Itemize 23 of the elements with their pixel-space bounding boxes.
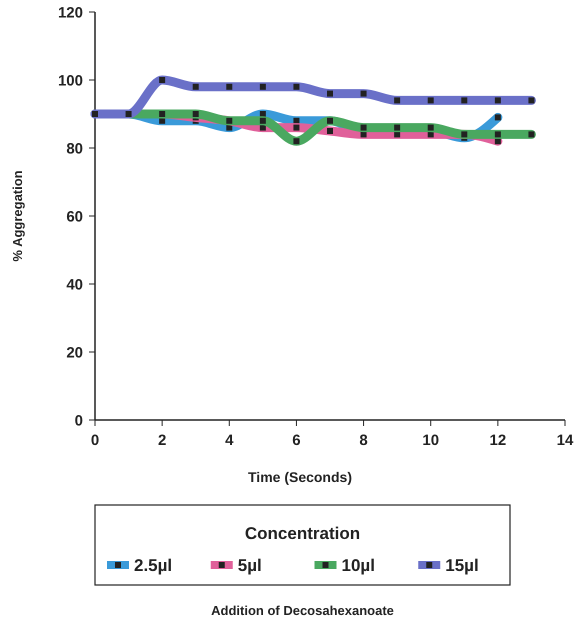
legend-label: 5µl <box>238 556 262 575</box>
x-tick-label: 8 <box>359 432 368 449</box>
y-axis-title: % Aggregation <box>10 170 25 262</box>
legend-label: 10µl <box>342 556 375 575</box>
y-tick-label: 20 <box>66 344 83 362</box>
x-axis-title: Time (Seconds) <box>248 469 352 485</box>
legend-label: 15µl <box>445 556 479 575</box>
text: Addition of Decosahexanoate <box>211 603 394 618</box>
legend-label: 2.5µl <box>134 556 172 575</box>
x-tick-label: 14 <box>556 432 574 449</box>
x-tick-label: 0 <box>90 432 100 449</box>
y-tick-label: 0 <box>74 412 83 430</box>
y-tick-label: 60 <box>66 208 83 226</box>
x-tick-label: 2 <box>158 432 166 449</box>
y-tick-label: 100 <box>58 72 83 90</box>
x-tick-label: 4 <box>225 432 234 449</box>
y-tick-label: 80 <box>66 140 83 158</box>
y-tick-label: 40 <box>66 276 83 294</box>
x-tick-label: 6 <box>292 432 301 449</box>
x-tick-label: 12 <box>490 432 506 449</box>
legend-title: Concentration <box>244 524 360 543</box>
x-tick-label: 10 <box>422 432 440 449</box>
y-tick-label: 120 <box>58 4 83 22</box>
